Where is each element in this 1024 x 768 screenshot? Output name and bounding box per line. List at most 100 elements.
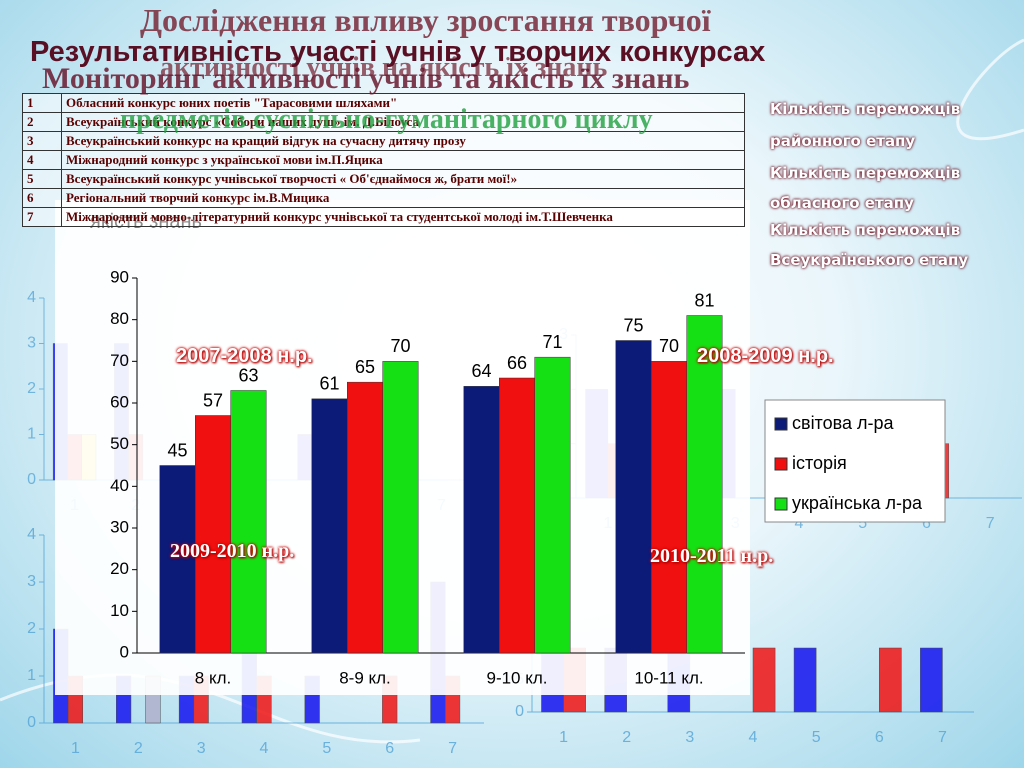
x-tick-label: 7 (986, 515, 995, 532)
x-tick-label: 8 кл. (195, 668, 231, 687)
year-label: 2009-2010 н.р. (170, 540, 295, 562)
x-tick-label: 6 (875, 729, 884, 746)
y-tick-label: 0 (27, 714, 36, 731)
legend-swatch (774, 497, 788, 511)
y-tick-label: 3 (27, 335, 36, 352)
data-label: 71 (542, 332, 562, 352)
y-tick-label: 70 (110, 351, 129, 370)
table-cell: 6 (22, 188, 62, 208)
table-cell: Всеукраїнський конкурс на кращий відгук … (61, 131, 745, 151)
y-tick-label: 0 (515, 703, 524, 720)
bar (615, 340, 652, 654)
y-tick-label: 2 (27, 380, 36, 397)
legend-label: історія (792, 453, 847, 473)
x-tick-label: 4 (795, 515, 804, 532)
legend-label: українська л-ра (792, 493, 923, 513)
year-label: 2008-2009 н.р. (697, 345, 834, 367)
x-tick-label: 1 (559, 729, 568, 746)
bar (347, 381, 383, 654)
x-tick-label: 4 (260, 740, 269, 757)
table-cell: Всеукраїнський конкурс «Собори наших душ… (61, 112, 745, 132)
x-tick-label: 10-11 кл. (634, 668, 703, 687)
x-tick-label: 6 (922, 515, 931, 532)
x-tick-label: 2 (622, 729, 631, 746)
y-tick-label: 0 (27, 471, 36, 488)
legend-swatch (774, 457, 788, 471)
y-tick-label: 4 (27, 289, 36, 306)
heading: Дослідження впливу зростання творчої (140, 2, 711, 38)
bar (499, 377, 535, 654)
x-tick-label: 6 (385, 740, 394, 757)
table-cell: 4 (22, 150, 62, 170)
table-row: 6 Регіональний творчий конкурс ім.В.Мицик… (22, 188, 745, 208)
year-label: 2010-2011 н.р. (650, 545, 774, 567)
bar (195, 415, 231, 654)
heading: Моніторинг активності учнів та якість їх… (42, 62, 690, 95)
table-cell: 7 (22, 207, 62, 227)
table-row: 7 Міжнародний мовно-літературний конкурс … (22, 207, 745, 227)
decor-swirl (956, 38, 1024, 141)
winners-legend: Кількість переможців обласного етапу (770, 164, 961, 212)
bar (651, 361, 687, 654)
table-cell: Регіональний творчий конкурс ім.В.Мицика (61, 188, 745, 208)
x-tick-label: 4 (749, 729, 758, 746)
table-cell: 3 (22, 131, 62, 151)
y-tick-label: 30 (110, 517, 129, 536)
data-label: 63 (238, 365, 258, 385)
x-tick-label: 1 (71, 740, 80, 757)
y-tick-label: 3 (27, 573, 36, 590)
y-tick-label: 90 (110, 267, 129, 286)
x-tick-label: 2 (134, 740, 143, 757)
heading: активності учнів на якість їх знань (160, 52, 608, 83)
year-label: 2007-2008 н.р. (176, 345, 313, 367)
table-cell: Обласний конкурс юних поетів "Тарасовими… (61, 93, 745, 113)
legend-label: світова л-ра (792, 413, 894, 433)
x-tick-label: 9-10 кл. (486, 668, 547, 687)
data-label: 70 (390, 336, 410, 356)
table-cell: 5 (22, 169, 62, 189)
data-label: 75 (624, 315, 644, 335)
data-label: 65 (355, 357, 375, 377)
bar (752, 647, 776, 713)
bar (230, 390, 267, 654)
table-row: 2 Всеукраїнський конкурс «Собори наших ду… (22, 112, 745, 132)
y-tick-label: 50 (110, 434, 129, 453)
y-tick-label: 10 (110, 601, 129, 620)
x-tick-label: 5 (812, 729, 821, 746)
y-tick-label: 0 (120, 642, 129, 661)
x-tick-label: 7 (448, 740, 457, 757)
heading: предметів суспільно-гуманітарного циклу (120, 104, 653, 135)
table-row: 5 Всеукраїнський конкурс учнівської творч… (22, 169, 745, 189)
bar (534, 356, 571, 654)
y-tick-label: 1 (27, 426, 36, 443)
bar (463, 386, 500, 654)
x-tick-label: 8-9 кл. (339, 668, 391, 687)
x-tick-label: 7 (938, 729, 947, 746)
table-row: 4 Міжнародний конкурс з української мови … (22, 150, 745, 170)
x-tick-label: 5 (322, 740, 331, 757)
data-label: 57 (203, 390, 223, 410)
table-row: 1 Обласний конкурс юних поетів "Тарасовим… (22, 93, 745, 113)
y-tick-label: 20 (110, 559, 129, 578)
data-label: 61 (320, 374, 340, 394)
bar (382, 361, 419, 654)
table-cell: 1 (22, 93, 62, 113)
x-tick-label: 3 (197, 740, 206, 757)
legend-swatch (774, 417, 788, 431)
table-cell: Міжнародний мовно-літературний конкурс у… (61, 207, 745, 227)
data-label: 66 (507, 353, 527, 373)
bar (311, 398, 348, 654)
table-cell: Міжнародний конкурс з української мови і… (61, 150, 745, 170)
table-cell: 2 (22, 112, 62, 132)
bar (686, 315, 723, 654)
chart: якість знань01020304050607080908 кл.4557… (55, 200, 946, 695)
bar (920, 647, 943, 713)
bar (159, 465, 196, 654)
contest-table: 1 Обласний конкурс юних поетів "Тарасовим… (22, 93, 745, 227)
y-tick-label: 1 (27, 667, 36, 684)
y-tick-label: 4 (27, 526, 36, 543)
table-cell: Всеукраїнський конкурс учнівської творчо… (61, 169, 745, 189)
data-label: 81 (694, 290, 714, 310)
bar (879, 647, 902, 713)
